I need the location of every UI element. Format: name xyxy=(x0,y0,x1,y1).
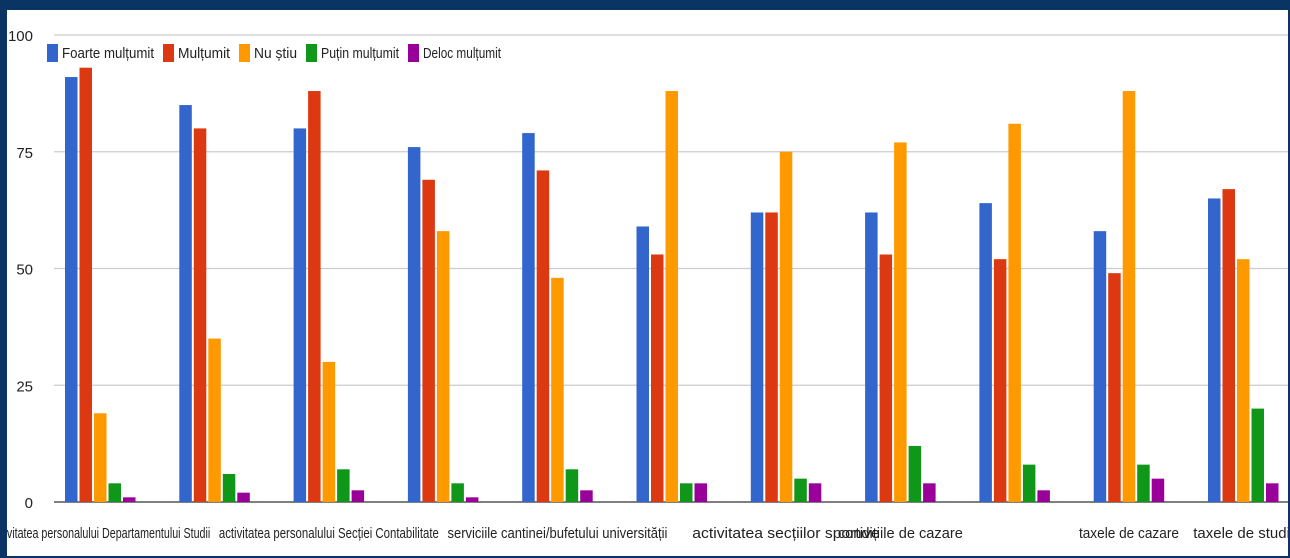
bar xyxy=(1237,259,1250,502)
bar xyxy=(1266,483,1279,502)
bar xyxy=(123,497,136,502)
legend-swatch xyxy=(47,44,58,62)
x-category-label: taxele de studii xyxy=(1193,525,1288,542)
x-axis-labels: activitatea personalului Departamentului… xyxy=(7,525,1288,542)
bar xyxy=(1251,408,1264,502)
bar xyxy=(293,128,307,502)
y-tick-label: 50 xyxy=(16,262,33,279)
x-category-label: activitatea personalului Departamentului… xyxy=(7,525,210,542)
bar xyxy=(193,128,207,502)
bar xyxy=(1022,464,1036,502)
legend-label: Nu știu xyxy=(254,45,297,62)
bar xyxy=(808,483,822,502)
bar xyxy=(1222,189,1235,503)
bar xyxy=(436,231,450,502)
y-tick-label: 25 xyxy=(16,378,33,395)
bar xyxy=(1108,273,1121,502)
bar xyxy=(536,170,550,502)
bar xyxy=(665,91,678,502)
x-category-label: serviciile cantinei/bufetului universită… xyxy=(447,525,667,542)
bar xyxy=(1093,231,1107,502)
x-category-label: activitatea secțiilor sportive xyxy=(692,525,880,542)
x-category-label: condițiile de cazare xyxy=(838,525,963,542)
legend-item: Puțin mulțumit xyxy=(306,44,400,62)
bar xyxy=(1008,123,1021,502)
bar xyxy=(636,226,649,502)
bar xyxy=(779,151,793,502)
y-tick-label: 0 xyxy=(25,495,33,512)
bar xyxy=(1137,464,1150,502)
legend-item: Nu știu xyxy=(239,44,297,62)
bar xyxy=(865,212,878,502)
x-category-label: activitatea personalului Secției Contabi… xyxy=(219,525,439,542)
legend-label: Puțin mulțumit xyxy=(321,45,400,62)
legend-label: Mulțumit xyxy=(178,45,231,62)
bar xyxy=(322,361,336,502)
bar xyxy=(422,179,435,502)
bar xyxy=(765,212,778,502)
bar xyxy=(580,490,593,502)
bar xyxy=(465,497,479,502)
grouped-bar-chart: 0 25 50 75 100 activitatea personalului Depa… xyxy=(7,28,1288,542)
bar xyxy=(1037,490,1050,502)
bar xyxy=(680,483,693,502)
chart-panel: 0 25 50 75 100 activitatea personalului Depa… xyxy=(7,10,1288,556)
bar xyxy=(551,277,564,502)
bar xyxy=(908,445,922,502)
bar xyxy=(894,142,907,502)
bar xyxy=(108,483,121,502)
bar xyxy=(522,133,535,502)
legend-item: Foarte mulțumit xyxy=(47,44,155,62)
bar xyxy=(1151,478,1165,502)
legend-item: Mulțumit xyxy=(163,44,231,62)
legend-swatch xyxy=(306,44,317,62)
bars xyxy=(65,67,1279,503)
bar xyxy=(94,413,107,502)
bar xyxy=(750,212,764,502)
bar xyxy=(565,469,579,502)
legend-swatch xyxy=(163,44,174,62)
bar xyxy=(351,490,365,502)
y-axis-ticks: 0 25 50 75 100 xyxy=(8,28,33,512)
bar xyxy=(923,483,936,502)
y-tick-label: 100 xyxy=(8,28,33,45)
x-category-label: taxele de cazare xyxy=(1079,525,1179,542)
bar xyxy=(65,77,78,502)
bar xyxy=(979,203,992,502)
bar xyxy=(879,254,893,502)
bar xyxy=(651,254,664,502)
legend-item: Deloc mulțumit xyxy=(408,44,502,62)
bar xyxy=(337,469,350,502)
bar xyxy=(308,91,321,502)
bar xyxy=(993,259,1007,502)
legend-swatch xyxy=(408,44,419,62)
bar xyxy=(208,338,221,502)
legend-label: Deloc mulțumit xyxy=(423,45,502,62)
legend: Foarte mulțumit Mulțumit Nu știu Puțin mulț… xyxy=(47,44,502,62)
legend-label: Foarte mulțumit xyxy=(62,45,155,62)
y-tick-label: 75 xyxy=(16,145,33,162)
bar xyxy=(79,67,92,502)
bar xyxy=(694,483,707,502)
legend-swatch xyxy=(239,44,250,62)
bar xyxy=(794,478,807,502)
bar xyxy=(237,492,250,502)
bar xyxy=(407,147,421,502)
bar xyxy=(1122,91,1136,502)
bar xyxy=(222,473,236,502)
bar xyxy=(179,105,192,503)
bar xyxy=(1208,198,1221,502)
bar xyxy=(451,483,464,502)
